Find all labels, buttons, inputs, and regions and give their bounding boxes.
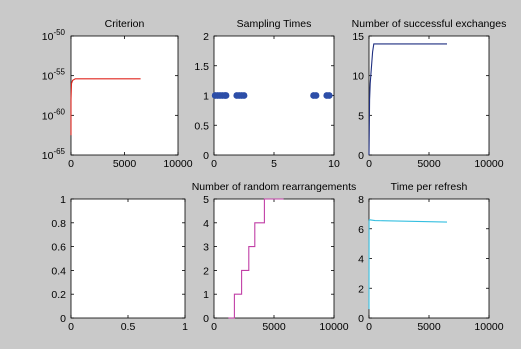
y-tick-label: 4: [358, 254, 364, 266]
x-tick-label: 0: [211, 158, 217, 170]
data-point: [325, 92, 333, 99]
y-tick-base: 10: [42, 31, 54, 43]
y-tick-label: 0: [358, 313, 364, 325]
y-tick-label: 2: [203, 31, 209, 43]
y-tick-label: 0: [60, 313, 66, 325]
x-tick-label: 10000: [319, 321, 348, 333]
y-tick-label: 1.5: [194, 61, 209, 73]
y-tick-label: 1: [60, 194, 66, 206]
y-tick-exponent: -55: [53, 68, 65, 77]
chart-title: Criterion: [105, 18, 145, 30]
axes-box: [70, 35, 179, 156]
data-point: [222, 92, 230, 99]
y-tick-label: 10-60: [42, 107, 66, 122]
subplot-2: Sampling Times 0 5 10 0 0.5 1 1.5 2: [194, 18, 340, 170]
subplot-6: Time per refresh 0 5000 10000 0 2 4 6 8: [358, 181, 504, 333]
x-tick-label: 1: [182, 321, 188, 333]
data-point: [312, 92, 320, 99]
x-tick-label: 0.5: [121, 321, 136, 333]
axes-box: [368, 35, 490, 156]
y-tick-exponent: -65: [53, 147, 65, 156]
y-tick-label: 0: [358, 150, 364, 162]
y-tick-label: 0.5: [194, 120, 209, 132]
y-tick-label: 10-55: [42, 68, 66, 83]
y-tick-exponent: -50: [53, 28, 65, 37]
y-tick-label: 0: [203, 313, 209, 325]
chart-title: Time per refresh: [391, 181, 468, 193]
x-tick-label: 10000: [163, 158, 192, 170]
subplot-5: Number of random rearrangements 0 5000 1000…: [192, 181, 357, 333]
y-tick-label: 0: [203, 150, 209, 162]
y-tick-label: 1: [203, 91, 209, 103]
series-line: [70, 78, 141, 136]
x-tick-label: 0: [366, 158, 372, 170]
y-tick-label: 4: [203, 218, 209, 230]
y-tick-label: 8: [358, 194, 364, 206]
y-tick-label: 10-50: [42, 28, 66, 43]
y-tick-base: 10: [42, 71, 54, 83]
y-tick-label: 0.8: [51, 218, 66, 230]
y-tick-label: 1: [203, 289, 209, 301]
x-tick-label: 5000: [417, 321, 441, 333]
y-tick-base: 10: [42, 150, 54, 162]
chart-title: Number of random rearrangements: [192, 181, 357, 193]
y-tick-label: 3: [203, 242, 209, 254]
x-tick-label: 10: [328, 158, 340, 170]
x-tick-label: 0: [68, 321, 74, 333]
y-tick-label: 5: [358, 110, 364, 122]
subplot-4: 0 0.5 1 0 0.2 0.4 0.6 0.8 1: [51, 194, 188, 333]
x-tick-label: 0: [68, 158, 74, 170]
x-tick-label: 5000: [417, 158, 441, 170]
y-tick-label: 15: [352, 31, 364, 43]
y-tick-label: 10-65: [42, 147, 66, 162]
y-tick-label: 2: [203, 265, 209, 277]
data-point: [240, 92, 248, 99]
series-line: [368, 43, 447, 156]
y-tick-label: 0.2: [51, 289, 66, 301]
x-tick-label: 5000: [262, 321, 286, 333]
axes-box: [213, 198, 335, 319]
y-tick-label: 10: [352, 71, 364, 83]
y-tick-base: 10: [42, 110, 54, 122]
x-tick-label: 10000: [474, 158, 503, 170]
axes-box: [368, 198, 490, 319]
chart-title: Number of successful exchanges: [352, 18, 507, 30]
axes-box: [70, 198, 186, 319]
series-line: [368, 219, 448, 310]
y-tick-label: 5: [203, 194, 209, 206]
y-tick-label: 6: [358, 224, 364, 236]
x-tick-label: 10000: [474, 321, 503, 333]
y-tick-label: 0.4: [51, 265, 66, 277]
series-line: [228, 198, 284, 319]
y-tick-label: 2: [358, 283, 364, 295]
chart-title: Sampling Times: [237, 18, 312, 30]
x-tick-label: 0: [211, 321, 217, 333]
x-tick-label: 5: [271, 158, 277, 170]
x-tick-label: 5000: [113, 158, 137, 170]
x-tick-label: 0: [366, 321, 372, 333]
y-tick-exponent: -60: [53, 107, 65, 116]
y-tick-label: 0.6: [51, 242, 66, 254]
subplot-3: Number of successful exchanges 0 5000 10000…: [352, 18, 507, 170]
